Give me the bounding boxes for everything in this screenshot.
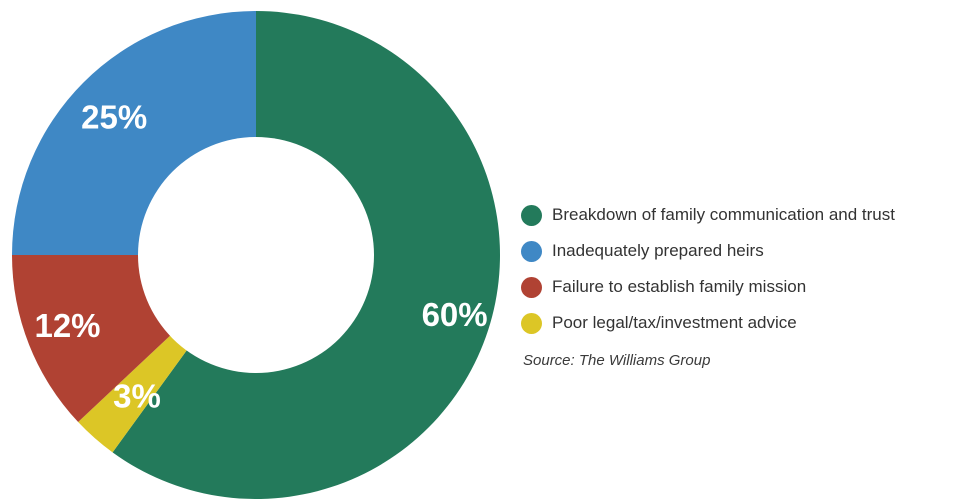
slice-label-mission: 12% xyxy=(34,307,100,344)
source-note: Source: The Williams Group xyxy=(523,352,711,369)
legend-label-advice: Poor legal/tax/investment advice xyxy=(552,313,797,332)
legend-label-mission: Failure to establish family mission xyxy=(552,277,807,296)
legend-item-advice: Poor legal/tax/investment advice xyxy=(521,311,971,335)
legend-swatch-advice xyxy=(521,312,542,334)
legend-swatch-heirs xyxy=(521,240,542,262)
legend-item-communication: Breakdown of family communication and tr… xyxy=(521,203,971,227)
legend-item-mission: Failure to establish family mission xyxy=(521,275,971,299)
legend-label-heirs: Inadequately prepared heirs xyxy=(552,241,764,260)
legend-swatch-communication xyxy=(521,204,542,226)
slice-label-communication: 60% xyxy=(422,296,488,333)
donut-hole xyxy=(138,137,374,373)
slice-label-advice: 3% xyxy=(113,378,161,415)
legend-swatch-mission xyxy=(521,276,542,298)
slice-labels: 60% 3% 12% 25% xyxy=(34,99,487,415)
legend: Breakdown of family communication and tr… xyxy=(521,203,971,347)
legend-item-heirs: Inadequately prepared heirs xyxy=(521,239,971,263)
slice-label-heirs: 25% xyxy=(81,99,147,136)
legend-label-communication: Breakdown of family communication and tr… xyxy=(552,205,895,224)
